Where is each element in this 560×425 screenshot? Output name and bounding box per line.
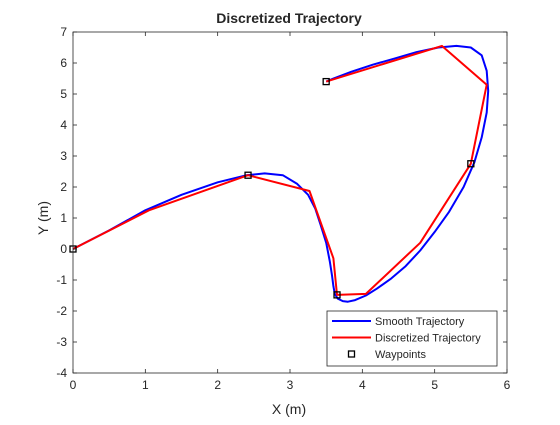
- waypoint-marker: [467, 160, 475, 168]
- y-tick-label: 1: [60, 211, 67, 225]
- legend-label: Smooth Trajectory: [375, 316, 465, 328]
- x-tick-label: 2: [214, 378, 221, 392]
- y-tick-label: 5: [60, 87, 67, 101]
- chart-legend: Smooth Trajectory Discretized Trajectory W…: [326, 310, 498, 367]
- series-line-smooth-trajectory: [72, 44, 490, 303]
- y-tick-label: -2: [56, 304, 67, 318]
- y-tick-label: 7: [60, 25, 67, 39]
- legend-swatch-marker: [347, 350, 356, 358]
- y-tick-label: 6: [60, 56, 67, 70]
- legend-label: Waypoints: [375, 349, 426, 361]
- x-tick-label: 6: [504, 378, 511, 392]
- waypoint-marker: [333, 291, 341, 299]
- x-tick-label: 0: [70, 378, 77, 392]
- y-tick-label: 3: [60, 149, 67, 163]
- y-tick-label: -3: [56, 335, 67, 349]
- y-tick-label: 2: [60, 180, 67, 194]
- x-tick-label: 3: [287, 378, 294, 392]
- x-tick-label: 4: [359, 378, 366, 392]
- axes: 0 1 2 3 4 5 6 -4 -3 -2 -1 0 1 2 3 4 5 6 7: [56, 25, 510, 392]
- x-axis-label: X (m): [272, 401, 306, 417]
- y-tick-label: -4: [56, 366, 67, 380]
- chart-title: Discretized Trajectory: [216, 10, 362, 26]
- legend-label: Discretized Trajectory: [375, 333, 481, 345]
- series-line-discretized-trajectory: [72, 44, 488, 296]
- x-tick-label: 1: [142, 378, 149, 392]
- waypoint-marker: [322, 77, 330, 86]
- y-tick-label: 4: [60, 118, 67, 132]
- x-tick-label: 5: [431, 378, 438, 392]
- y-axis-label: Y (m): [35, 201, 51, 235]
- y-tick-label: -1: [56, 273, 67, 287]
- waypoint-marker: [244, 171, 252, 179]
- y-tick-label: 0: [60, 242, 67, 256]
